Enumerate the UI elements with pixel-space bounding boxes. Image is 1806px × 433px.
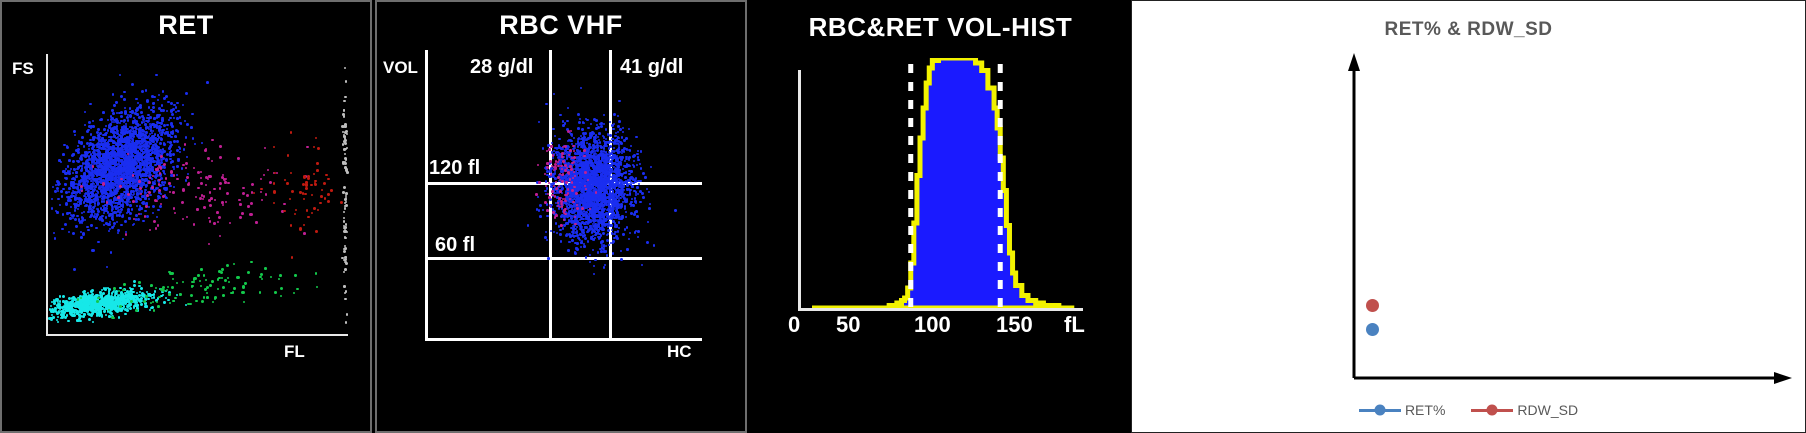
vhf-frame-bottom [425, 338, 702, 341]
vhf-gate-vertical-1[interactable] [549, 50, 552, 341]
hist-tick-50: 50 [836, 312, 861, 337]
vhf-vol-low-label: 60 fl [435, 234, 476, 256]
chart-legend: RET% RDW_SD [1132, 402, 1805, 418]
data-point-rdw-sd[interactable] [1366, 298, 1380, 312]
panel-ret-rdw-chart[interactable]: RET% & RDW_SD RET% RDW_SD [1131, 0, 1806, 433]
vhf-hc-high-label: 41 g/dl [620, 56, 684, 78]
vhf-x-axis-label: HC [667, 342, 692, 361]
legend-swatch-ret [1358, 408, 1401, 412]
ret-plot-area[interactable] [47, 62, 349, 332]
hist-y-axis [798, 70, 801, 310]
legend-swatch-rdw [1471, 408, 1514, 412]
hist-x-axis [798, 308, 1083, 311]
vhf-plot-area[interactable] [425, 50, 702, 338]
hist-curve [812, 58, 1075, 308]
ret-y-axis [46, 54, 48, 336]
hist-plot-area[interactable] [812, 58, 1082, 308]
hist-tick-150: 150 [996, 312, 1033, 337]
panel-title-ret: RET [158, 10, 214, 40]
legend-label-ret: RET% [1404, 402, 1446, 418]
ret-x-axis [46, 334, 348, 336]
hist-tick-100: 100 [914, 312, 951, 337]
ret-rdw-axes [1348, 53, 1792, 384]
panel-rbc-vhf-scattergram[interactable]: RBC VHF VOL HC 28 g/dl 41 g/dl 120 fl 60… [375, 0, 747, 433]
legend-item-ret[interactable]: RET% [1358, 402, 1446, 418]
ret-x-axis-label: FL [284, 342, 305, 361]
vhf-gate-horizontal-60fl[interactable] [425, 257, 702, 260]
panel-title-vol-hist: RBC&RET VOL-HIST [808, 12, 1073, 42]
vhf-hc-low-label: 28 g/dl [470, 56, 534, 78]
panel-title-rbc-vhf: RBC VHF [499, 10, 623, 40]
vhf-y-axis-label: VOL [383, 58, 418, 77]
data-point-ret-pct[interactable] [1366, 323, 1380, 337]
panel-ret-scattergram[interactable]: RET FS FL [0, 0, 372, 433]
vhf-frame-left [425, 50, 428, 340]
vhf-vol-high-label: 120 fl [429, 157, 481, 179]
hist-tick-0: 0 [788, 312, 801, 337]
vhf-gate-horizontal-120fl[interactable] [425, 182, 702, 185]
hist-x-axis-unit: fL [1064, 312, 1085, 337]
legend-item-rdw[interactable]: RDW_SD [1471, 402, 1578, 418]
panel-rbc-ret-vol-hist[interactable]: RBC&RET VOL-HIST 0 50 100 150 fL [752, 0, 1129, 433]
panel-title-ret-rdw: RET% & RDW_SD [1384, 19, 1553, 40]
legend-label-rdw: RDW_SD [1517, 402, 1579, 418]
ret-y-axis-label: FS [12, 59, 34, 78]
